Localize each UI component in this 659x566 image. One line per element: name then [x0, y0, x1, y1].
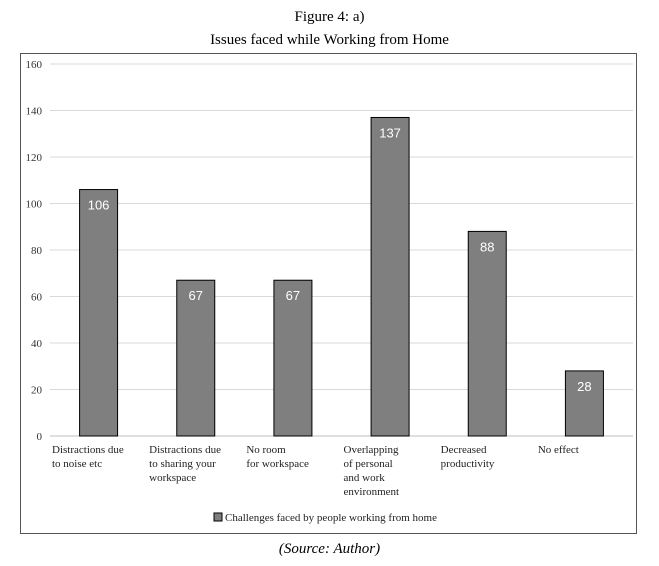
figure-number: Figure 4: a): [294, 9, 365, 25]
data-label: 28: [577, 379, 591, 394]
x-tick-label: No room for workspace: [246, 444, 309, 470]
chart-frame: [20, 53, 637, 534]
y-tick-label: 60: [31, 292, 43, 304]
x-tick-label: No effect: [538, 444, 579, 456]
y-tick-label: 40: [31, 338, 43, 350]
x-tick-label: Decreased productivity: [441, 444, 495, 470]
y-tick-label: 80: [31, 245, 43, 257]
bar: [273, 279, 313, 437]
y-tick-label: 0: [37, 431, 43, 443]
data-label: 88: [480, 239, 494, 254]
y-tick-label: 120: [26, 152, 43, 164]
bar: [564, 370, 604, 437]
data-label: 67: [189, 288, 203, 303]
data-label: 67: [286, 288, 300, 303]
figure-title: Issues faced while Working from Home: [210, 32, 449, 48]
bar: [176, 279, 216, 437]
figure-source: (Source: Author): [278, 541, 381, 557]
y-tick-label: 140: [26, 106, 43, 118]
x-tick-label: Distractions due to noise etc: [52, 444, 124, 470]
legend-label: Challenges faced by people working from …: [225, 512, 437, 524]
data-label: 106: [88, 198, 110, 213]
x-tick-label: Overlapping of personal and work environmen…: [344, 444, 400, 498]
bar: [370, 116, 410, 437]
y-tick-label: 100: [26, 199, 43, 211]
legend-swatch: [213, 512, 223, 522]
bar: [79, 189, 119, 437]
data-label: 137: [379, 125, 401, 140]
y-tick-label: 20: [31, 385, 43, 397]
x-tick-label: Distractions due to sharing your workspace: [149, 444, 221, 484]
bar: [467, 230, 507, 437]
y-tick-label: 160: [26, 59, 43, 71]
